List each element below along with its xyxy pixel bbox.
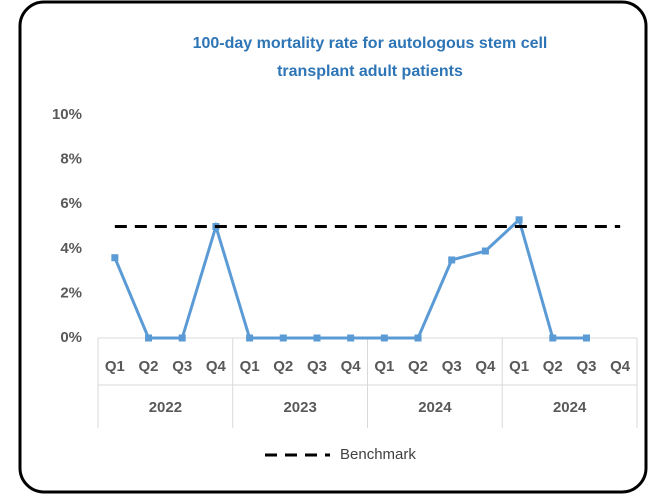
- group-label: 2023: [283, 399, 316, 416]
- data-point: [279, 334, 287, 342]
- x-tick-label: Q3: [172, 358, 192, 375]
- x-tick-label: Q4: [610, 358, 631, 375]
- y-tick-label: 0%: [60, 329, 82, 346]
- x-tick-label: Q2: [273, 358, 293, 375]
- data-point: [549, 334, 557, 342]
- y-tick-label: 4%: [60, 240, 82, 257]
- chart-title: transplant adult patients: [277, 63, 463, 80]
- data-point: [582, 334, 590, 342]
- x-tick-label: Q2: [543, 358, 563, 375]
- x-tick-label: Q2: [408, 358, 428, 375]
- data-point: [313, 334, 321, 342]
- x-tick-label: Q4: [475, 358, 496, 375]
- x-tick-label: Q4: [206, 358, 227, 375]
- y-tick-label: 2%: [60, 284, 82, 301]
- x-tick-label: Q1: [374, 358, 394, 375]
- x-tick-label: Q3: [442, 358, 462, 375]
- group-label: 2024: [418, 399, 452, 416]
- group-label: 2022: [149, 399, 182, 416]
- x-tick-label: Q4: [341, 358, 362, 375]
- data-point: [246, 334, 254, 342]
- data-point: [515, 216, 523, 224]
- data-point: [414, 334, 422, 342]
- y-tick-label: 6%: [60, 195, 82, 212]
- x-tick-label: Q3: [576, 358, 596, 375]
- data-point: [178, 334, 186, 342]
- x-tick-label: Q2: [139, 358, 159, 375]
- data-point: [380, 334, 388, 342]
- chart-border: [18, 0, 648, 494]
- x-tick-label: Q1: [509, 358, 529, 375]
- y-tick-label: 10%: [52, 106, 82, 123]
- legend-label: Benchmark: [340, 446, 416, 463]
- data-point: [448, 256, 456, 264]
- data-point: [481, 247, 489, 255]
- group-label: 2024: [553, 399, 587, 416]
- x-tick-label: Q1: [105, 358, 125, 375]
- x-tick-label: Q1: [240, 358, 260, 375]
- chart-title: 100-day mortality rate for autologous st…: [193, 35, 548, 52]
- y-tick-label: 8%: [60, 151, 82, 168]
- data-point: [347, 334, 355, 342]
- x-tick-label: Q3: [307, 358, 327, 375]
- data-point: [145, 334, 153, 342]
- data-point: [111, 254, 119, 262]
